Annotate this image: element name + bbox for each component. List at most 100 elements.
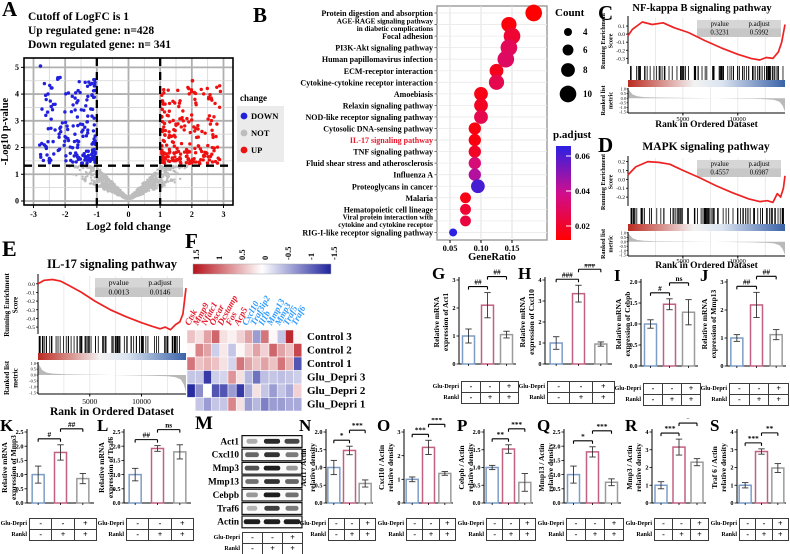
svg-text:2: 2: [720, 307, 723, 314]
panel-f-heatmap: F 1.5 1 0.5 0 -0.5 -1 -1.5 Ctsk Mmp9 Nfatc1 Oscar Dc…: [183, 228, 390, 420]
svg-text:0.4557: 0.4557: [710, 170, 729, 177]
condition-cell: +: [499, 392, 519, 404]
svg-text:-0.5: -0.5: [29, 379, 36, 384]
blot-band: [264, 452, 280, 458]
condition-cell: +: [480, 392, 500, 404]
condition-cell: -: [738, 518, 757, 530]
svg-text:-0.5: -0.5: [619, 244, 626, 249]
panel-j-bar-mmp13-mrna: J 0 1 2 3 ## ## Relative mRNA expression of Mmp1…: [700, 266, 790, 418]
panel-letter: A: [2, 0, 18, 21]
svg-text:IL-17 signaling pathway: IL-17 signaling pathway: [350, 136, 433, 145]
svg-text:Score: Score: [608, 33, 615, 48]
svg-text:0.0146: 0.0146: [150, 288, 171, 297]
blot-band: [285, 452, 299, 458]
svg-text:-3: -3: [30, 210, 37, 219]
significance-brackets: ****: [333, 421, 366, 444]
volcano-title-line: Up regulated gene: n=428: [28, 25, 154, 37]
condition-cell: -: [643, 383, 663, 395]
svg-text:1: 1: [720, 335, 723, 342]
svg-text:metric: metric: [608, 235, 615, 252]
panel-m-western-blot: M Act1 Cxcl10 Mmp3 Mmp13 Cebpb Traf6 Actin Glu-D…: [195, 415, 308, 554]
blot-band: [285, 479, 299, 484]
svg-text:-0.4: -0.4: [26, 316, 35, 322]
significance-brackets: ****: [660, 418, 698, 437]
condition-row-label: Glu-Depri: [625, 521, 652, 527]
y-axis-label: Relative mRNA: [700, 298, 709, 349]
condition-cell: -: [125, 518, 150, 530]
condition-cell: -: [546, 381, 571, 393]
bar-chart: L 0.0 0.5 1.0 1.5 2.0 2.5 ## ns Relative mRNA expr…: [97, 418, 191, 507]
svg-text:4: 4: [15, 90, 19, 99]
condition-row-label: Glu-Depri: [710, 521, 737, 527]
heatmap-colorbar: [192, 263, 332, 275]
svg-text:#: #: [48, 430, 52, 439]
condition-row-label: Glu-Depri: [0, 521, 27, 527]
condition-cell: +: [343, 529, 361, 541]
svg-text:2.5: 2.5: [113, 429, 121, 436]
svg-text:##: ##: [474, 278, 482, 287]
condition-cell: +: [262, 543, 283, 554]
svg-text:1: 1: [15, 170, 19, 179]
colorbar-tick: 0.5: [237, 249, 247, 260]
svg-text:Amoebiasis: Amoebiasis: [394, 90, 433, 99]
condition-table: Glu-Depri - - + Rankl - + +: [614, 383, 701, 406]
svg-text:Score: Score: [12, 297, 20, 314]
padjust-legend: p.adjust 0.06 0.04 0.02: [553, 129, 592, 240]
condition-row-label: Glu-Depri: [299, 521, 326, 527]
condition-row-label: Rankl: [443, 395, 459, 401]
volcano-cutoff-lines: [24, 58, 233, 205]
svg-text:-0.2: -0.2: [616, 48, 625, 54]
condition-cell: +: [604, 529, 624, 541]
panel-c-gsea-nfkb: C NF-kappa B signaling pathway 0.1 0.0 -0.1 -…: [598, 0, 790, 130]
svg-text:***: ***: [665, 424, 676, 433]
condition-cell: +: [73, 518, 97, 530]
bars: [405, 439, 452, 504]
svg-text:3: 3: [15, 116, 19, 125]
svg-text:1.5: 1.5: [113, 458, 121, 465]
dotplot-points: [449, 4, 543, 237]
condition-cell: +: [170, 529, 194, 541]
blot-band: [246, 438, 258, 444]
enrichment-curve: [37, 278, 187, 331]
condition-cell: +: [73, 529, 97, 541]
condition-table: Glu-Depri - - + Rankl - + +: [432, 381, 519, 404]
svg-text:***: ***: [352, 421, 363, 430]
condition-cell: -: [328, 529, 345, 541]
svg-text:0.0: 0.0: [621, 96, 626, 101]
svg-text:-1.0: -1.0: [29, 384, 36, 389]
svg-text:2: 2: [645, 465, 648, 472]
condition-cell: -: [643, 394, 663, 406]
condition-row-label: Rankl: [548, 532, 564, 538]
condition-row-label: Glu-Depri: [518, 384, 545, 390]
colorbar-tick: -1: [306, 253, 316, 260]
condition-cell: -: [748, 383, 770, 395]
heatmap-chart: F1.5 1 0.5 0 -0.5 -1 -1.5CtskMmp9Nfatc1OscarDc…: [183, 229, 366, 412]
svg-text:0.10: 0.10: [474, 243, 489, 253]
svg-text:p.adjust: p.adjust: [748, 21, 769, 28]
svg-text:2: 2: [397, 453, 400, 460]
bars: [128, 444, 187, 504]
svg-text:Influenza A: Influenza A: [393, 171, 433, 180]
svg-text:***: ***: [748, 434, 759, 443]
svg-text:0.5: 0.5: [621, 91, 626, 96]
svg-text:3: 3: [538, 298, 541, 305]
svg-text:1.5: 1.5: [630, 300, 638, 307]
svg-text:5000: 5000: [82, 397, 97, 406]
condition-cell: +: [690, 518, 709, 530]
svg-text:1.5: 1.5: [473, 447, 481, 454]
svg-text:0.02: 0.02: [575, 221, 590, 231]
ranked-metric-area: [628, 88, 785, 112]
svg-text:in diabetic complications: in diabetic complications: [357, 25, 433, 33]
panel-letter: N: [299, 418, 312, 435]
svg-text:0.0: 0.0: [16, 500, 24, 507]
svg-text:0: 0: [730, 500, 733, 507]
condition-cell: +: [771, 529, 789, 541]
svg-text:-0.5: -0.5: [619, 100, 626, 105]
y-axis-label2: Ranked list: [3, 360, 11, 395]
condition-table: Glu-Depri - - + Rankl - + +: [457, 518, 536, 541]
gsea-barcode: [630, 208, 784, 224]
svg-text:Protein digestion and absorpti: Protein digestion and absorption: [321, 9, 433, 18]
y-axis-label: expression of Cxcl10: [527, 289, 536, 355]
panel-letter: J: [700, 266, 709, 285]
panel-letter: I: [614, 266, 621, 285]
